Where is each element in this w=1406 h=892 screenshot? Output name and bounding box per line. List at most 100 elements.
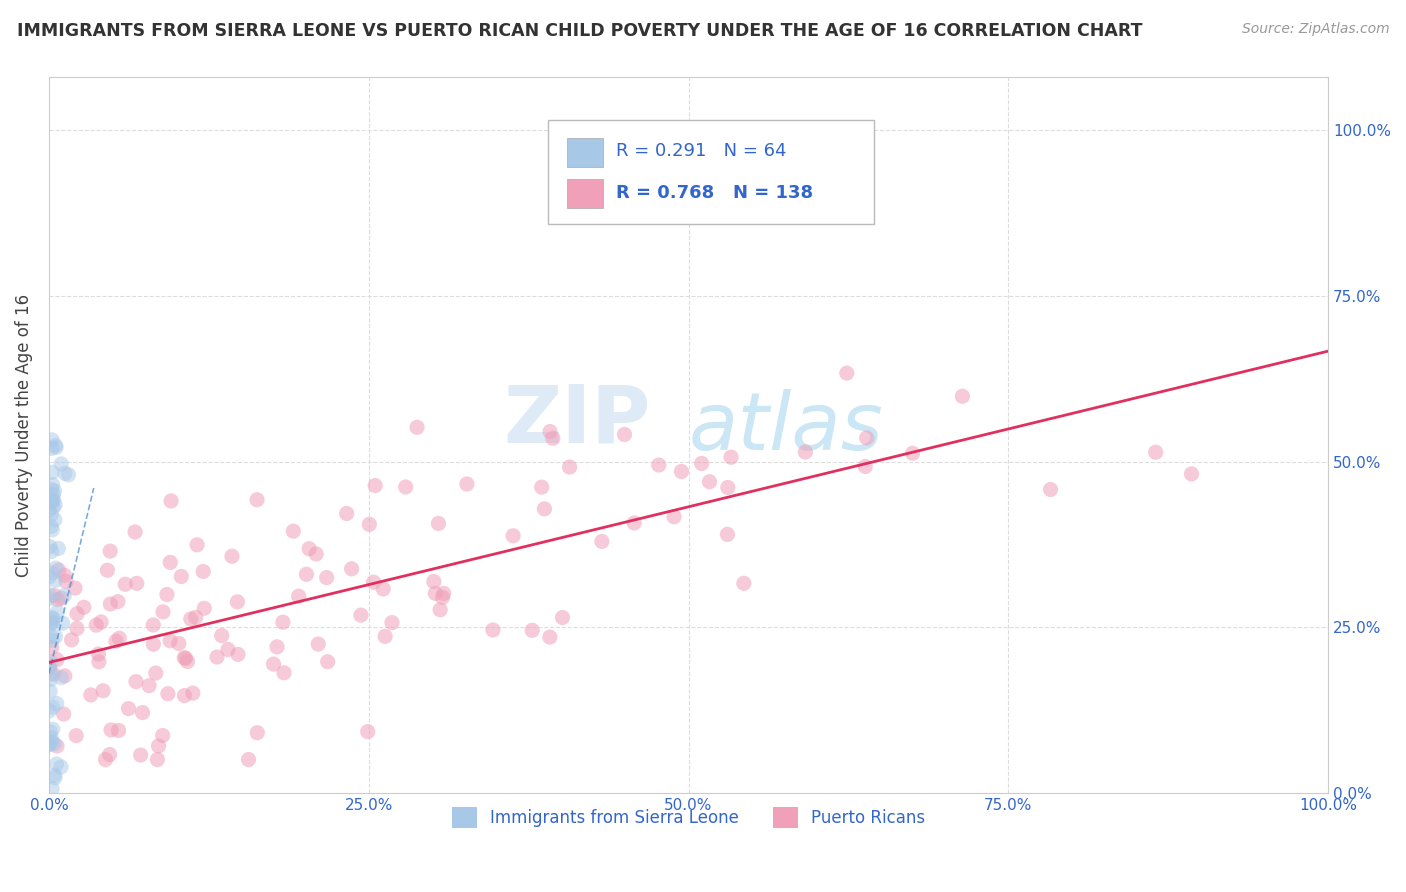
Point — [184, 610, 207, 624]
Point — [44, 484, 66, 499]
Point — [44, 768, 66, 782]
Point — [720, 450, 742, 465]
Legend: Immigrants from Sierra Leone, Puerto Ricans: Immigrants from Sierra Leone, Puerto Ric… — [446, 801, 932, 834]
Point — [287, 589, 309, 603]
Point — [39, 588, 62, 602]
Point — [205, 650, 228, 665]
Point — [717, 480, 740, 494]
Point — [129, 747, 152, 762]
Point — [53, 669, 76, 683]
Point — [45, 441, 67, 455]
Point — [63, 581, 86, 595]
Point — [152, 729, 174, 743]
Point — [1144, 445, 1167, 459]
Point — [226, 648, 249, 662]
Point — [51, 671, 73, 685]
Point — [591, 534, 613, 549]
Point — [853, 459, 876, 474]
Point — [108, 632, 131, 646]
Point — [167, 636, 190, 650]
Point — [181, 686, 204, 700]
Point — [716, 527, 738, 541]
Point — [950, 389, 973, 403]
Point — [51, 591, 73, 606]
Point — [152, 605, 174, 619]
Point — [87, 655, 110, 669]
Text: Source: ZipAtlas.com: Source: ZipAtlas.com — [1241, 22, 1389, 37]
Point — [41, 477, 63, 491]
Point — [46, 653, 69, 667]
Point — [100, 723, 122, 737]
Point — [98, 747, 121, 762]
FancyBboxPatch shape — [567, 179, 603, 208]
Point — [38, 738, 60, 752]
Point — [733, 576, 755, 591]
Point — [381, 615, 404, 630]
Point — [38, 738, 60, 752]
Point — [125, 674, 148, 689]
Point — [263, 657, 285, 671]
Point — [96, 563, 118, 577]
Point — [180, 612, 202, 626]
Point — [662, 509, 685, 524]
Point — [41, 483, 63, 497]
Point — [45, 697, 67, 711]
Point — [52, 616, 75, 631]
Point — [373, 582, 395, 596]
Point — [38, 540, 60, 554]
Point — [42, 492, 65, 507]
Point — [41, 615, 63, 630]
Point — [73, 600, 96, 615]
Point — [38, 704, 60, 718]
Point — [138, 679, 160, 693]
Point — [174, 651, 197, 665]
Point — [520, 624, 543, 638]
Point — [42, 493, 65, 508]
Point — [38, 660, 60, 674]
Point — [538, 425, 561, 439]
FancyBboxPatch shape — [567, 138, 603, 167]
Point — [835, 366, 858, 380]
Point — [558, 460, 581, 475]
Point — [38, 503, 60, 517]
Point — [623, 516, 645, 530]
Point — [42, 700, 65, 714]
Point — [41, 633, 63, 648]
Point — [690, 457, 713, 471]
Point — [363, 575, 385, 590]
Point — [221, 549, 243, 564]
Point — [46, 739, 69, 753]
Point — [104, 634, 127, 648]
Point — [246, 725, 269, 739]
Point — [432, 591, 454, 605]
Point — [41, 494, 63, 508]
Point — [246, 492, 269, 507]
Point — [39, 494, 62, 508]
Point — [530, 480, 553, 494]
Point — [42, 737, 65, 751]
Point — [42, 500, 65, 515]
Point — [173, 689, 195, 703]
Point — [39, 731, 62, 745]
Point — [156, 687, 179, 701]
Point — [94, 753, 117, 767]
Point — [305, 547, 328, 561]
Point — [98, 544, 121, 558]
Point — [39, 519, 62, 533]
Point — [395, 480, 418, 494]
Point — [357, 724, 380, 739]
Point — [170, 569, 193, 583]
Point — [41, 465, 63, 479]
Point — [160, 494, 183, 508]
Point — [39, 673, 62, 687]
Text: ZIP: ZIP — [503, 382, 650, 459]
Point — [156, 588, 179, 602]
Point — [45, 561, 67, 575]
Point — [41, 615, 63, 630]
Point — [38, 660, 60, 674]
Point — [538, 630, 561, 644]
Point — [100, 597, 122, 611]
Text: R = 0.291   N = 64: R = 0.291 N = 64 — [616, 142, 786, 160]
Point — [65, 729, 87, 743]
Point — [855, 431, 877, 445]
